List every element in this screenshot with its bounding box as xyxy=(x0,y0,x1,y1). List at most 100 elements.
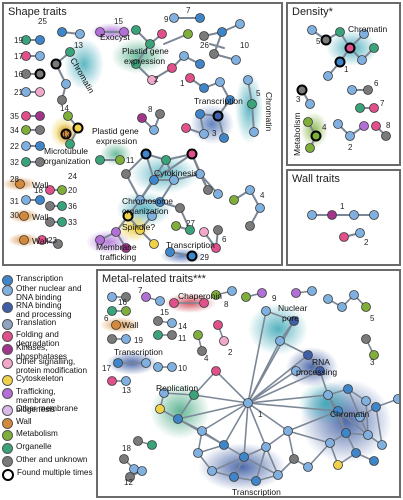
legend-item: Found multiple times xyxy=(2,468,93,481)
node xyxy=(45,217,55,227)
legend-item: RNA binding and processing xyxy=(2,301,72,319)
cluster-number: 34 xyxy=(10,126,19,135)
panel-title-wall: Wall traits xyxy=(292,173,340,185)
node xyxy=(121,334,131,344)
node xyxy=(133,436,143,446)
node xyxy=(335,27,345,37)
legend-item: Other membrane xyxy=(2,404,78,416)
node xyxy=(349,290,359,300)
label-plastid1-line1: Plastid gene xyxy=(122,46,169,56)
label-spindle: Spindle? xyxy=(122,222,155,232)
node xyxy=(251,476,261,486)
cluster-number: 12 xyxy=(62,130,71,139)
node xyxy=(283,426,293,436)
legend-item: Organelle xyxy=(2,442,52,454)
cluster-number: 25 xyxy=(38,17,47,26)
node xyxy=(173,414,183,424)
cluster-number: 18 xyxy=(122,444,131,453)
node xyxy=(323,390,333,400)
node xyxy=(125,472,135,482)
legend-item: Other nuclear and DNA binding xyxy=(2,284,82,302)
legend-swatch xyxy=(2,302,13,313)
cluster-number: 19 xyxy=(14,36,23,45)
node xyxy=(193,330,203,340)
legend-item: Other and unknown xyxy=(2,455,87,467)
node xyxy=(229,472,239,482)
node xyxy=(211,243,221,253)
node xyxy=(369,210,379,220)
node xyxy=(21,87,31,97)
legend-swatch xyxy=(2,456,13,467)
node xyxy=(303,462,313,472)
node xyxy=(185,225,195,235)
label-chaperonin: Chaperonin xyxy=(178,291,222,301)
legend-item: Metabolism xyxy=(2,429,58,441)
node xyxy=(169,175,179,185)
node xyxy=(255,203,265,213)
node xyxy=(213,189,223,199)
label-wall-a: Wall xyxy=(32,180,48,190)
legend-label: Transcription xyxy=(16,274,64,283)
legend-label: Other and unknown xyxy=(16,455,88,464)
label-microtubule-line1: Microtubule xyxy=(44,146,88,156)
node xyxy=(361,334,371,344)
node xyxy=(323,71,333,81)
label-chromatin-b: Chromatin xyxy=(264,92,274,131)
node xyxy=(147,440,157,450)
node xyxy=(261,306,271,316)
node xyxy=(135,195,145,205)
label-membrane-line2: trafficking xyxy=(100,252,136,262)
node xyxy=(207,466,217,476)
label-cytokinesis: Cytokinesis xyxy=(154,168,197,178)
label-chromosome-line1: Chromosome xyxy=(122,196,173,206)
label-microtubule-line2: organization xyxy=(44,156,91,166)
cluster-number: 4 xyxy=(260,191,265,200)
node xyxy=(215,77,225,87)
node xyxy=(57,217,67,227)
density-network: 5 1 3 6 7 2 4 8 Chromatin Metabolism xyxy=(292,24,391,156)
cluster-number: 12 xyxy=(124,478,133,487)
cluster-number: 21 xyxy=(14,88,23,97)
node xyxy=(247,99,257,109)
node xyxy=(53,239,63,249)
node xyxy=(305,143,315,153)
panel-density: 5 1 3 6 7 2 4 8 Chromatin Metabolism Den… xyxy=(286,2,401,166)
cluster-number: 5 xyxy=(370,314,375,323)
node xyxy=(153,362,163,372)
node xyxy=(199,31,209,41)
node xyxy=(229,195,239,205)
cluster-number: 3 xyxy=(370,358,375,367)
node xyxy=(137,466,147,476)
node xyxy=(213,320,223,330)
panel-title-shape: Shape traits xyxy=(8,6,67,18)
node xyxy=(199,83,209,93)
legend-label: Wall xyxy=(16,417,32,426)
legend-label: Metabolism xyxy=(16,429,58,438)
node xyxy=(323,294,333,304)
node xyxy=(35,35,45,45)
node xyxy=(289,454,299,464)
label-rna-line1: RNA xyxy=(312,357,330,367)
density-numbers: 5 1 3 6 7 2 4 8 xyxy=(296,37,391,152)
cluster-number: 7 xyxy=(380,99,385,108)
cluster-number: 16 xyxy=(118,298,127,307)
node xyxy=(119,454,129,464)
cluster-number: 1 xyxy=(344,65,349,74)
node xyxy=(153,316,163,326)
legend-label: Translation xyxy=(16,318,57,327)
node xyxy=(60,128,72,140)
node xyxy=(167,330,177,340)
node xyxy=(217,27,227,37)
node xyxy=(75,29,85,39)
cluster-number: 31 xyxy=(10,197,19,206)
cluster-number: 3 xyxy=(212,129,217,138)
node xyxy=(199,298,209,308)
node xyxy=(197,346,207,356)
node xyxy=(203,185,213,195)
node xyxy=(325,438,335,448)
metal-numbers: 7 16 15 8 9 2 5 6 14 19 11 4 3 17 10 13 … xyxy=(102,286,375,487)
label-membrane-line1: Membrane xyxy=(96,242,137,252)
node xyxy=(141,358,151,368)
cluster-number: 9 xyxy=(272,294,277,303)
cluster-number: 2 xyxy=(228,348,233,357)
